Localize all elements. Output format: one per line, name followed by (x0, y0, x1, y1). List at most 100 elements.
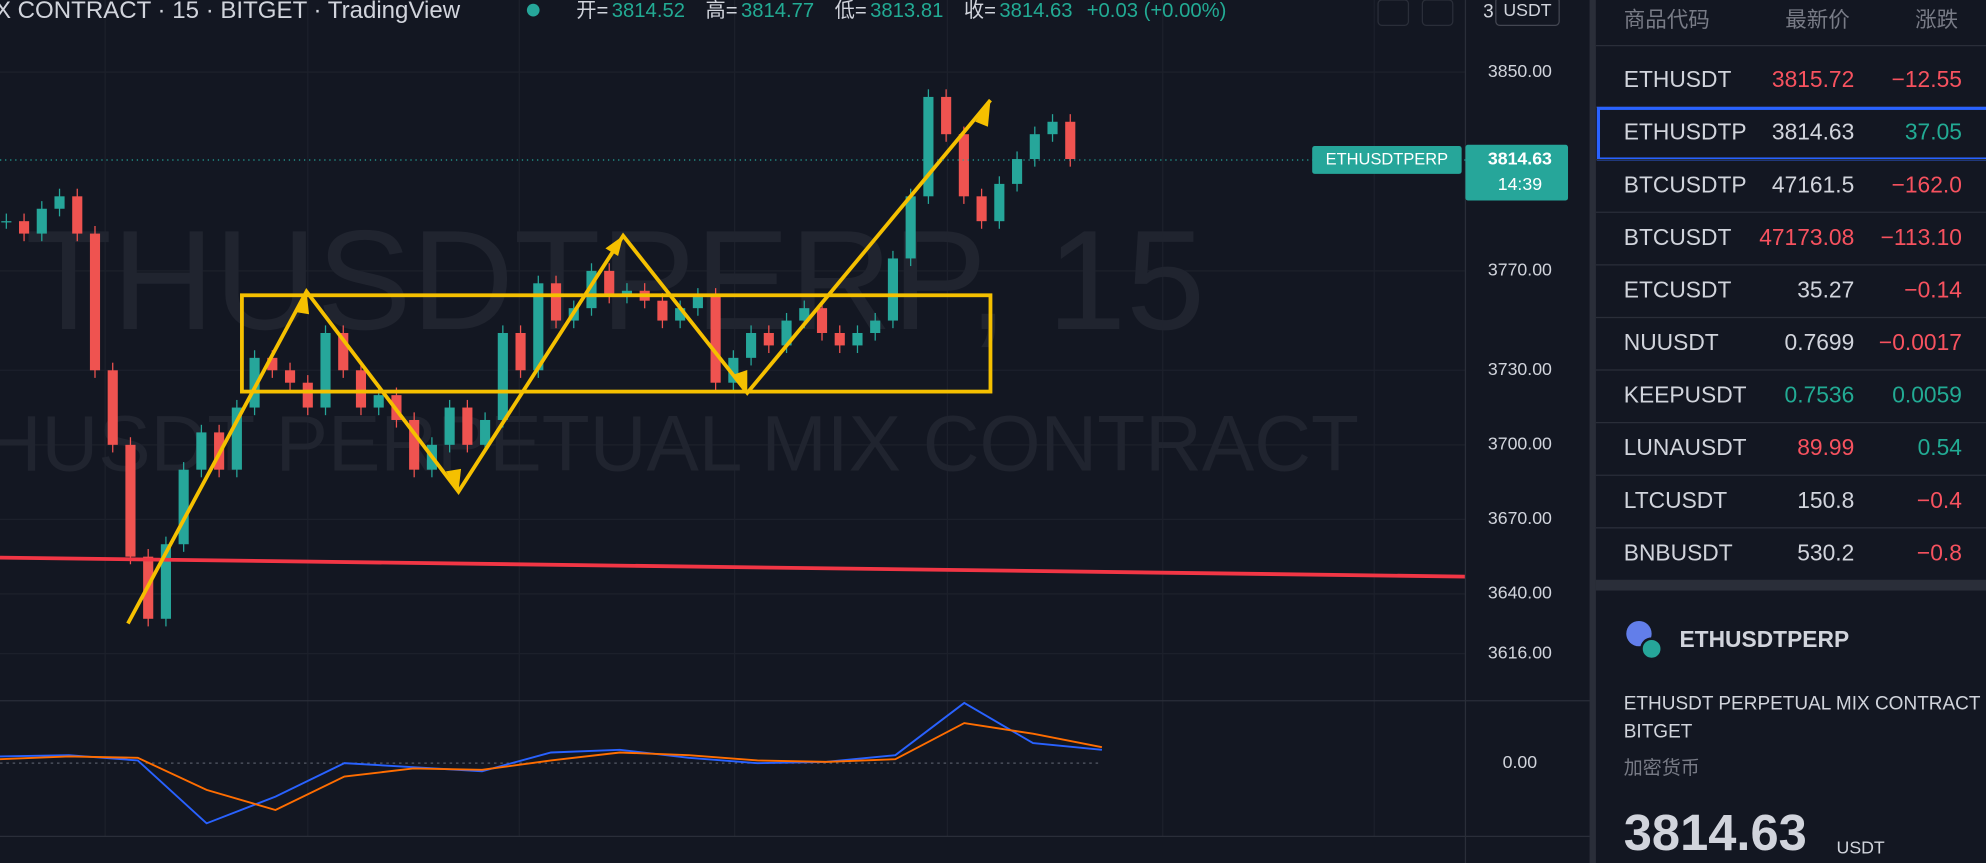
selected-row[interactable] (1596, 106, 1986, 161)
change: −0.8 (1917, 539, 1962, 565)
candle (480, 419, 491, 445)
symbol: LUNAUSDT (1624, 434, 1747, 460)
y-tick-label: 3640.00 (1488, 583, 1552, 603)
change: −162.0 (1892, 171, 1962, 197)
y-tick-label: 3616.00 (1488, 642, 1552, 662)
candle (1029, 134, 1040, 160)
candle (905, 196, 916, 259)
button[interactable] (1377, 0, 1410, 26)
candle (550, 283, 562, 321)
y-tick-label: 3730.00 (1488, 359, 1552, 379)
candle (178, 469, 189, 545)
candle (852, 333, 863, 346)
candle (1011, 159, 1023, 184)
last-price: 150.8 (1797, 487, 1854, 513)
candle (107, 370, 118, 445)
ohlc-label: 低= (835, 0, 867, 22)
candle (1, 221, 12, 223)
ohlc-value: 3814.63 (999, 0, 1072, 22)
panel-divider (1589, 0, 1596, 863)
detail-description: ETHUSDT PERPETUAL MIX CONTRACT (1624, 694, 1981, 715)
ohlc-value: 3814.52 (612, 0, 685, 22)
candle (621, 290, 633, 296)
column-header: 涨跌 (1915, 8, 1958, 32)
ohlc-change: +0.03 (+0.00%) (1087, 0, 1227, 22)
candle (267, 357, 278, 371)
symbol-info: X CONTRACT · 15 · BITGET · TradingView (0, 0, 461, 24)
candle (89, 233, 101, 371)
candle (976, 196, 987, 222)
price-tag-text: 3814.63 (1488, 149, 1552, 169)
detail-exchange: BITGET (1624, 721, 1693, 742)
candle (409, 419, 420, 470)
y-tick-label: 0.00 (1503, 752, 1538, 772)
last-price: 35.27 (1797, 276, 1854, 302)
candle (462, 407, 473, 445)
ohlc-label: 收= (964, 0, 996, 22)
candle (675, 308, 686, 321)
candle (870, 320, 881, 334)
candle (604, 270, 615, 296)
symbol: KEEPUSDT (1624, 382, 1747, 408)
candle (338, 333, 349, 371)
candle (355, 370, 367, 408)
column-header: 最新价 (1785, 8, 1850, 32)
y-tick-label: 3770.00 (1488, 260, 1552, 280)
status-dot (526, 3, 540, 17)
candle (320, 333, 331, 408)
candle (781, 320, 792, 346)
last-price: 3814.63 (1772, 119, 1854, 145)
symbol: BTCUSDTP (1624, 171, 1747, 197)
change: −0.4 (1917, 487, 1962, 513)
change: −0.14 (1904, 276, 1962, 302)
arrow-head (293, 291, 310, 315)
candle (586, 270, 597, 309)
y-tick-label: 3700.00 (1488, 434, 1552, 454)
last-price: 0.7536 (1785, 382, 1855, 408)
candle (923, 96, 934, 197)
candle (657, 300, 668, 321)
candle (125, 444, 136, 557)
arrow-head (975, 100, 991, 127)
symbol: ETCUSDT (1624, 276, 1732, 302)
symbol-tag-text: ETHUSDTPERP (1326, 150, 1448, 168)
last-price: 530.2 (1797, 539, 1854, 565)
price-tag (1465, 144, 1569, 201)
candle (515, 333, 526, 371)
symbol: ETHUSDT (1624, 66, 1732, 92)
trend-line (0, 555, 1466, 579)
last-price: 89.99 (1797, 434, 1854, 460)
symbol: BTCUSDT (1624, 224, 1732, 250)
candle (958, 134, 969, 197)
candle (728, 357, 739, 383)
ohlc-value: 3813.81 (870, 0, 943, 22)
candle (249, 357, 260, 408)
axis-digit: 3 (1483, 2, 1494, 23)
candle (284, 370, 296, 383)
countdown: 14:39 (1498, 174, 1542, 194)
candle (746, 333, 757, 358)
candle (763, 333, 774, 346)
candle (302, 382, 313, 408)
currency-box[interactable] (1495, 0, 1560, 26)
detail-currency: USDT (1837, 838, 1885, 858)
column-header: 商品代码 (1624, 8, 1710, 32)
button[interactable] (1421, 0, 1454, 26)
change: −113.10 (1881, 224, 1962, 250)
watermark: THUSDTPERP, 15 (25, 202, 1205, 360)
candle (799, 308, 810, 321)
ohlc-label: 高= (705, 0, 737, 22)
coin-badge (1640, 637, 1664, 661)
candle (710, 295, 721, 383)
y-tick-label: 3850.00 (1488, 61, 1552, 81)
symbol-tag (1312, 146, 1462, 174)
range-box (240, 293, 993, 394)
detail-symbol: ETHUSDTPERP (1679, 626, 1849, 652)
candle (533, 283, 544, 371)
candle (231, 407, 242, 470)
y-tick-label: 3670.00 (1488, 508, 1552, 528)
change: 0.54 (1918, 434, 1963, 460)
candle (18, 221, 30, 234)
candle (1065, 121, 1076, 160)
